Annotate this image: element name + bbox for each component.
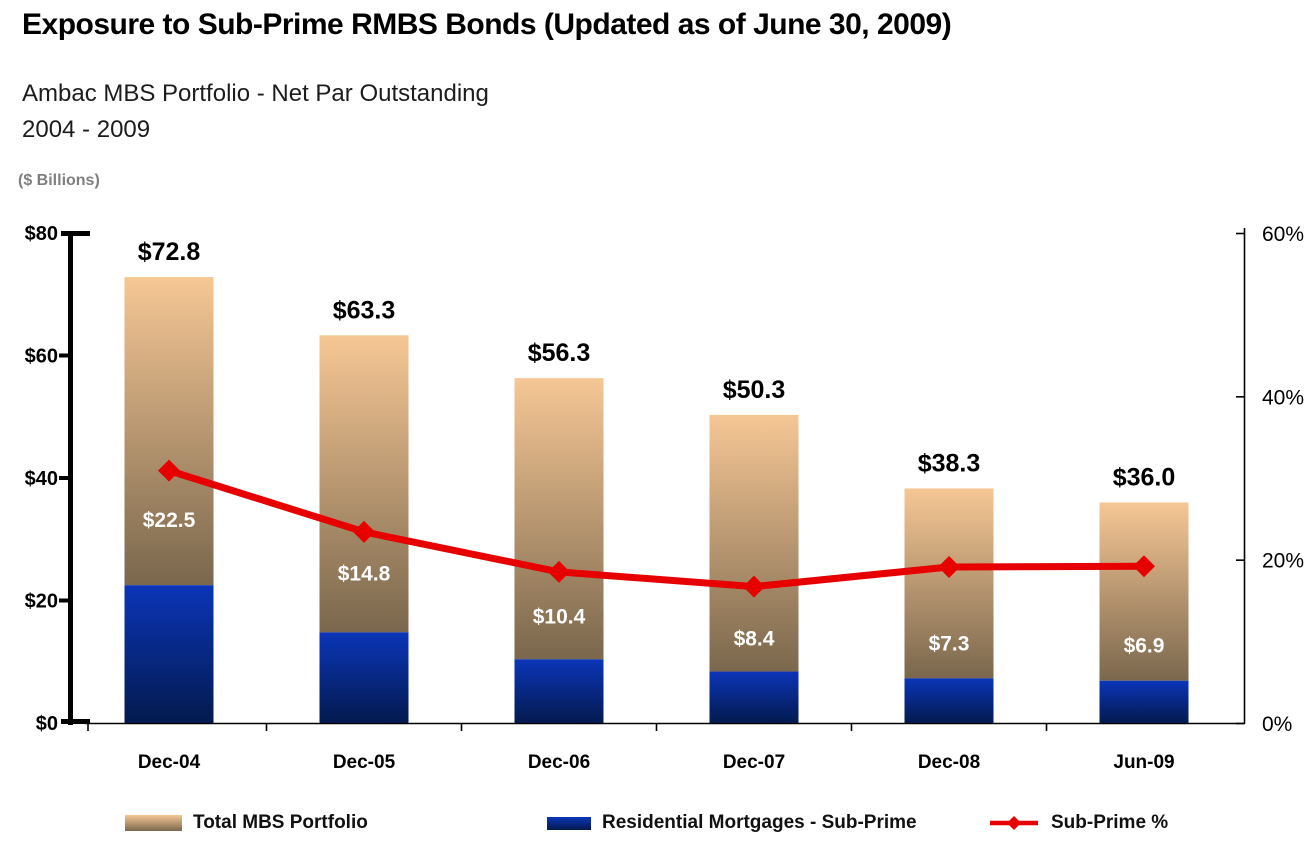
- right-percent-axis: [1236, 228, 1246, 725]
- subprime-pct-marker: [1133, 555, 1155, 578]
- subtitle-line-2: 2004 - 2009: [22, 116, 151, 143]
- legend-label-subprime: Residential Mortgages - Sub-Prime: [602, 812, 917, 833]
- legend-label-subprime-pct: Sub-Prime %: [1051, 812, 1169, 833]
- bar-segment-subprime: [124, 585, 214, 723]
- left-axis-top-cap: [61, 231, 90, 236]
- axis-units-note: ($ Billions): [18, 172, 100, 189]
- legend-diamond-marker: [1007, 816, 1021, 830]
- subprime-pct-marker: [938, 556, 960, 579]
- chart-legend: Total MBS Portfolio Residential Mortgage…: [0, 806, 1312, 846]
- bar-segment-subprime: [904, 678, 994, 723]
- bar-segment-total-mbs: [709, 414, 799, 672]
- right-axis-tick-label: 60%: [1262, 223, 1304, 246]
- left-axis-tick: [59, 598, 68, 603]
- subprime-pct-marker: [158, 459, 180, 482]
- bar-segment-subprime: [514, 659, 604, 723]
- bar-segment-total-mbs: [1099, 502, 1189, 681]
- legend-item-subprime: Residential Mortgages - Sub-Prime: [547, 806, 917, 840]
- subprime-pct-marker: [743, 575, 765, 598]
- category-label: Dec-05: [333, 752, 396, 773]
- category-label: Dec-04: [138, 752, 201, 773]
- left-axis-tick-label: $60: [25, 346, 58, 368]
- legend-item-total-mbs: Total MBS Portfolio: [125, 806, 368, 840]
- bar-total-label: $50.3: [723, 376, 786, 404]
- left-axis-tick-label: $80: [25, 223, 58, 245]
- category-label: Dec-08: [918, 752, 980, 773]
- bar-subprime-label: $14.8: [338, 562, 391, 585]
- left-axis-tick-label: $40: [25, 468, 58, 490]
- bar-segment-subprime: [709, 671, 799, 723]
- left-axis-bottom-cap: [61, 719, 90, 724]
- subtitle-line-1: Ambac MBS Portfolio - Net Par Outstandin…: [22, 80, 489, 107]
- category-axis: [85, 722, 1245, 731]
- bar-subprime-label: $7.3: [929, 632, 970, 655]
- subprime-pct-marker: [353, 520, 375, 543]
- left-axis-tick: [59, 353, 68, 358]
- combo-chart: $0 $20 $40 $60 $80 0% 20% 40% 60% $72.8 $22.5 Dec-0…: [25, 223, 1304, 773]
- bar-total-label: $63.3: [333, 296, 396, 324]
- left-value-axis: [59, 231, 90, 725]
- bar-subprime-label: $8.4: [734, 628, 775, 651]
- bar-segment-subprime: [319, 632, 409, 723]
- legend-label-total-mbs: Total MBS Portfolio: [193, 812, 368, 833]
- bar-total-label: $36.0: [1113, 464, 1176, 492]
- category-label: Jun-09: [1113, 752, 1174, 773]
- bar-segment-total-mbs: [904, 488, 994, 679]
- bar-segment-total-mbs: [514, 378, 604, 660]
- bar-subprime-label: $6.9: [1124, 635, 1165, 658]
- bar-segment-total-mbs: [124, 277, 214, 586]
- left-axis-tick-label: $0: [36, 713, 58, 735]
- bar-total-label: $56.3: [528, 339, 591, 367]
- bar-subprime-label: $10.4: [533, 605, 586, 628]
- right-axis-tick-label: 40%: [1262, 386, 1304, 409]
- right-axis-tick-label: 0%: [1262, 713, 1292, 736]
- category-label: Dec-07: [723, 752, 785, 773]
- bar-total-label: $38.3: [918, 449, 981, 477]
- bar-total-label: $72.8: [138, 238, 201, 266]
- subprime-pct-marker: [548, 560, 570, 583]
- left-axis-line: [68, 231, 73, 725]
- bar-segment-subprime: [1099, 680, 1189, 723]
- left-axis-tick-label: $20: [25, 591, 58, 613]
- bar-subprime-label: $22.5: [143, 509, 196, 532]
- legend-swatch-total-mbs: [125, 815, 182, 831]
- right-axis-tick-label: 20%: [1262, 550, 1304, 573]
- bar-segment-total-mbs: [319, 335, 409, 633]
- category-label: Dec-06: [528, 752, 590, 773]
- chart-subtitle: Ambac MBS Portfolio - Net Par Outstandin…: [22, 76, 489, 148]
- legend-swatch-subprime: [547, 816, 591, 830]
- page-title: Exposure to Sub-Prime RMBS Bonds (Update…: [22, 8, 952, 41]
- subprime-pct-line: [165, 467, 1148, 591]
- legend-swatch-subprime-pct-line: [990, 816, 1038, 830]
- left-axis-tick: [59, 476, 68, 480]
- legend-item-subprime-pct: Sub-Prime %: [988, 806, 1168, 840]
